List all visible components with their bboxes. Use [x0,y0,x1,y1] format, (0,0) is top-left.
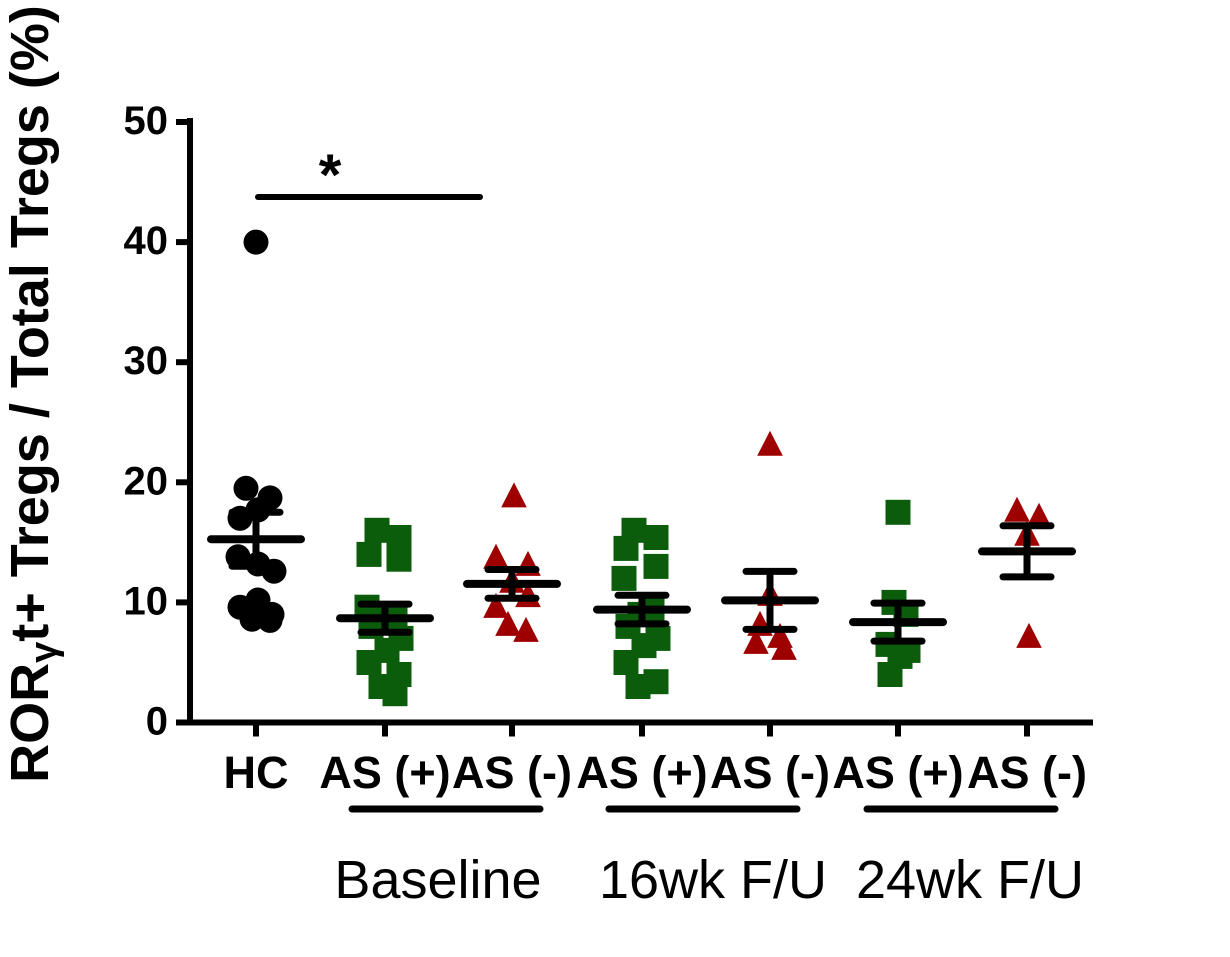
svg-text:AS (+): AS (+) [576,747,707,798]
svg-text:0: 0 [146,700,168,744]
svg-text:AS (+): AS (+) [319,747,450,798]
svg-text:AS (-): AS (-) [967,747,1087,798]
svg-text:Baseline: Baseline [334,850,541,910]
svg-text:30: 30 [124,339,169,383]
svg-text:16wk F/U: 16wk F/U [599,850,827,910]
svg-text:50: 50 [124,99,169,143]
svg-text:HC: HC [224,747,289,798]
svg-text:10: 10 [124,579,169,623]
svg-text:RORγt+ Tregs / Total Tregs (%): RORγt+ Tregs / Total Tregs (%) [0,5,65,783]
svg-text:20: 20 [124,459,169,503]
svg-text:24wk F/U: 24wk F/U [856,850,1084,910]
svg-text:AS (+): AS (+) [832,747,963,798]
svg-text:AS (-): AS (-) [710,747,830,798]
svg-text:AS (-): AS (-) [452,747,572,798]
svg-text:*: * [319,143,342,208]
svg-text:40: 40 [124,219,169,263]
